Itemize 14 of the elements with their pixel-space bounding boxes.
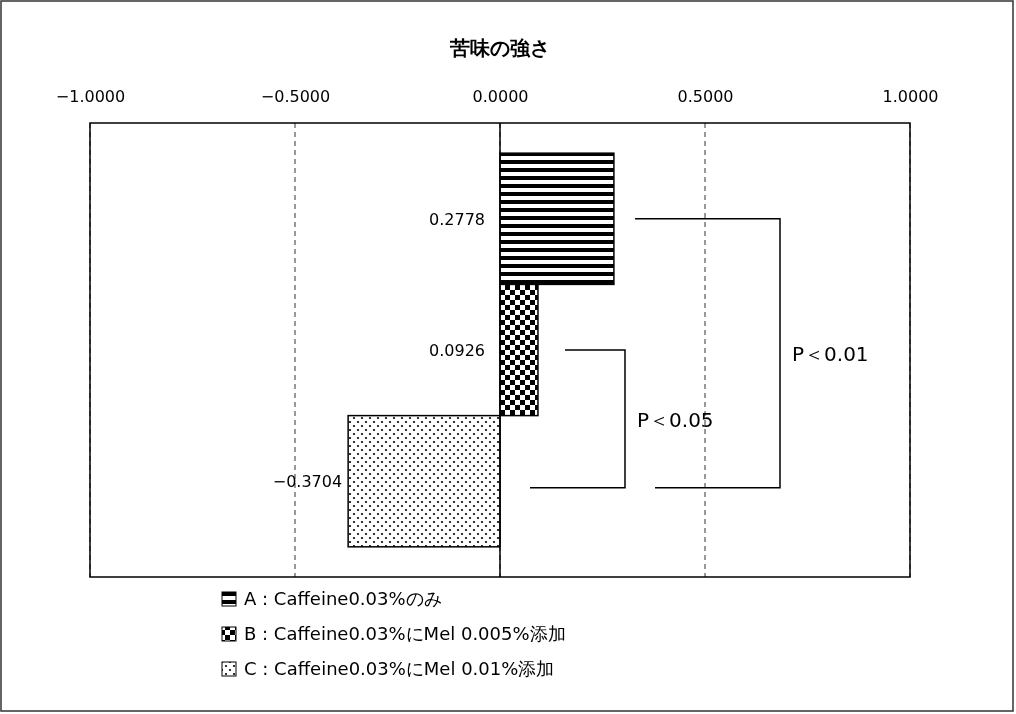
legend-label: C : Caffeine0.03%にMel 0.01%添加 [244, 658, 555, 679]
chart-title: 苦味の強さ [449, 36, 550, 60]
legend-label: A : Caffeine0.03%のみ [244, 588, 442, 609]
legend-label: B : Caffeine0.03%にMel 0.005%添加 [244, 623, 566, 644]
annotation: P＜0.01 [792, 342, 869, 367]
x-tick-label: 1.0000 [882, 87, 939, 106]
data-label: 0.2778 [429, 209, 485, 229]
x-tick-label: −1.0000 [55, 87, 126, 106]
data-label: 0.0926 [429, 341, 485, 360]
data-label: −0.3704 [272, 472, 343, 492]
x-tick-label: 0.0000 [472, 87, 529, 106]
annotation: P＜0.05 [637, 407, 714, 432]
x-tick-label: 0.5000 [677, 87, 734, 106]
x-tick-label: −0.5000 [260, 87, 331, 106]
